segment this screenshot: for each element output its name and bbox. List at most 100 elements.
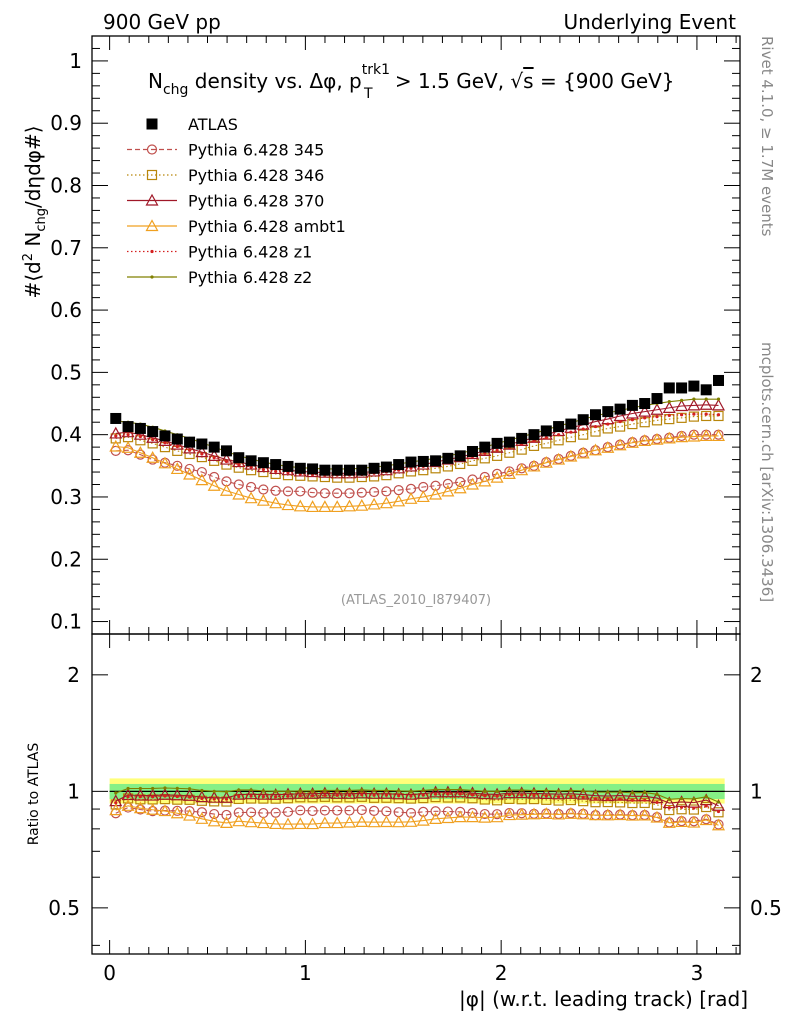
ratio-point-pythia-6-428-ambt1 — [133, 801, 147, 814]
point-pythia-6-428-z1 — [224, 459, 229, 464]
ratio-point-pythia-6-428-ambt1 — [256, 816, 270, 829]
axes-ticks: 0 1 2 3 0.1 0.2 0.3 0.4 0.5 0.6 0.7 0.8 0.9 1 0.5 0.5 1 1… — [48, 36, 782, 985]
ratio-point-pythia-6-428-ambt1 — [269, 817, 283, 830]
ratio-series-pythia-6-428-ambt1 — [109, 799, 726, 831]
point-pythia-6-428-370 — [675, 399, 689, 412]
point-pythia-6-428-z1 — [716, 413, 721, 417]
title-tail: = {900 GeV} — [534, 69, 675, 93]
legend-label: Pythia 6.428 346 — [188, 166, 324, 185]
ratio-point-pythia-6-428-345 — [172, 805, 183, 816]
point-pythia-6-428-345 — [442, 478, 453, 489]
point-pythia-6-428-ambt1 — [638, 434, 652, 446]
ratio-point-pythia-6-428-370 — [539, 787, 553, 799]
point-atlas — [614, 403, 626, 415]
ratio-point-pythia-6-428-370 — [527, 786, 541, 799]
ratio-line-pythia-6-428-346 — [115, 796, 719, 813]
point-pythia-6-428-ambt1 — [650, 432, 664, 445]
ratio-point-pythia-6-428-345 — [135, 804, 146, 815]
ratio-point-pythia-6-428-ambt1 — [170, 806, 184, 819]
point-atlas — [220, 445, 232, 457]
point-pythia-6-428-ambt1 — [207, 479, 221, 491]
point-pythia-6-428-z2 — [667, 400, 671, 404]
ratio-point-pythia-6-428-z2 — [458, 787, 462, 792]
rivet-label: Rivet 4.1.0, ≥ 1.7M events — [758, 36, 776, 237]
ratio-point-pythia-6-428-z1 — [606, 797, 610, 801]
ratio-point-pythia-6-428-z1 — [163, 794, 167, 798]
ratio-point-pythia-6-428-z1 — [237, 794, 241, 799]
chart-title: Nchg density vs. Δφ, ptrk1 T > 1.5 GeV, √… — [148, 62, 675, 102]
point-pythia-6-428-ambt1 — [687, 429, 701, 442]
point-pythia-6-428-z1 — [114, 434, 118, 438]
ratio-point-pythia-6-428-z2 — [593, 790, 598, 794]
point-pythia-6-428-ambt1 — [552, 452, 566, 465]
point-pythia-6-428-z1 — [704, 412, 708, 416]
ratio-point-pythia-6-428-z2 — [704, 795, 708, 799]
point-pythia-6-428-z1 — [630, 418, 635, 422]
point-pythia-6-428-z1 — [151, 438, 155, 442]
ratio-point-pythia-6-428-345 — [455, 806, 466, 817]
point-pythia-6-428-370 — [687, 398, 701, 411]
ratio-point-pythia-6-428-z2 — [470, 788, 475, 793]
point-pythia-6-428-346 — [553, 435, 564, 446]
ratio-point-pythia-6-428-ambt1 — [515, 807, 529, 820]
point-pythia-6-428-ambt1 — [613, 438, 627, 451]
header-left: 900 GeV pp — [103, 10, 221, 34]
point-pythia-6-428-345 — [172, 460, 183, 471]
point-pythia-6-428-370 — [183, 441, 197, 454]
point-atlas — [430, 455, 442, 467]
ratio-point-pythia-6-428-z1 — [458, 792, 462, 796]
legend-entry-pythia-6-428-ambt1: Pythia 6.428 ambt1 — [127, 217, 346, 236]
point-pythia-6-428-370 — [699, 398, 713, 410]
ratio-point-pythia-6-428-z2 — [175, 786, 179, 790]
x-tick-label: 2 — [495, 961, 508, 985]
point-pythia-6-428-ambt1 — [306, 500, 320, 513]
point-atlas — [590, 409, 602, 421]
ratio-point-pythia-6-428-346 — [602, 796, 613, 808]
point-pythia-6-428-345 — [209, 471, 220, 483]
ratio-point-pythia-6-428-ambt1 — [146, 803, 160, 815]
ratio-point-pythia-6-428-z2 — [433, 787, 438, 792]
point-atlas — [676, 382, 688, 394]
legend-label: Pythia 6.428 ambt1 — [188, 217, 346, 236]
ratio-point-pythia-6-428-z2 — [667, 797, 671, 801]
point-atlas — [688, 380, 700, 392]
ratio-point-pythia-6-428-370 — [502, 786, 516, 799]
point-pythia-6-428-370 — [195, 445, 209, 458]
ratio-point-pythia-6-428-z1 — [483, 794, 487, 798]
ratio-point-pythia-6-428-z2 — [520, 788, 524, 792]
legend-entry-pythia-6-428-345: Pythia 6.428 345 — [127, 141, 324, 160]
ratio-point-pythia-6-428-z2 — [224, 790, 229, 794]
title-s: s — [523, 69, 533, 93]
ratio-point-pythia-6-428-370 — [256, 787, 270, 800]
ratio-point-pythia-6-428-z2 — [372, 788, 376, 792]
ratio-point-pythia-6-428-z2 — [630, 791, 635, 795]
point-pythia-6-428-ambt1 — [441, 484, 455, 497]
point-pythia-6-428-370 — [662, 401, 676, 413]
point-pythia-6-428-ambt1 — [232, 487, 246, 500]
point-atlas — [294, 462, 306, 474]
ratio-point-pythia-6-428-z2 — [507, 788, 511, 792]
ratio-point-pythia-6-428-345 — [307, 805, 318, 817]
point-pythia-6-428-z1 — [593, 424, 598, 429]
point-pythia-6-428-ambt1 — [133, 445, 147, 458]
point-pythia-6-428-346 — [688, 411, 699, 422]
ratio-point-pythia-6-428-z1 — [114, 801, 118, 805]
ratio-point-pythia-6-428-ambt1 — [650, 810, 664, 823]
ratio-tick-label-right: 0.5 — [750, 896, 782, 920]
point-pythia-6-428-z2 — [704, 397, 708, 401]
legend-label: Pythia 6.428 345 — [188, 141, 324, 160]
series-line-pythia-6-428-ambt1 — [115, 435, 719, 508]
ratio-point-pythia-6-428-z1 — [680, 805, 684, 809]
ratio-point-pythia-6-428-370 — [342, 787, 356, 799]
point-atlas — [565, 418, 577, 430]
point-atlas — [626, 399, 638, 411]
point-pythia-6-428-370 — [219, 452, 233, 465]
ratio-point-pythia-6-428-ambt1 — [465, 810, 479, 823]
ratio-point-pythia-6-428-370 — [318, 786, 332, 799]
ratio-point-pythia-6-428-370 — [306, 787, 320, 799]
legend-label: Pythia 6.428 z1 — [188, 243, 312, 262]
ratio-point-pythia-6-428-370 — [379, 787, 393, 799]
point-atlas — [380, 461, 392, 473]
point-pythia-6-428-ambt1 — [244, 491, 258, 504]
point-pythia-6-428-ambt1 — [318, 500, 332, 513]
